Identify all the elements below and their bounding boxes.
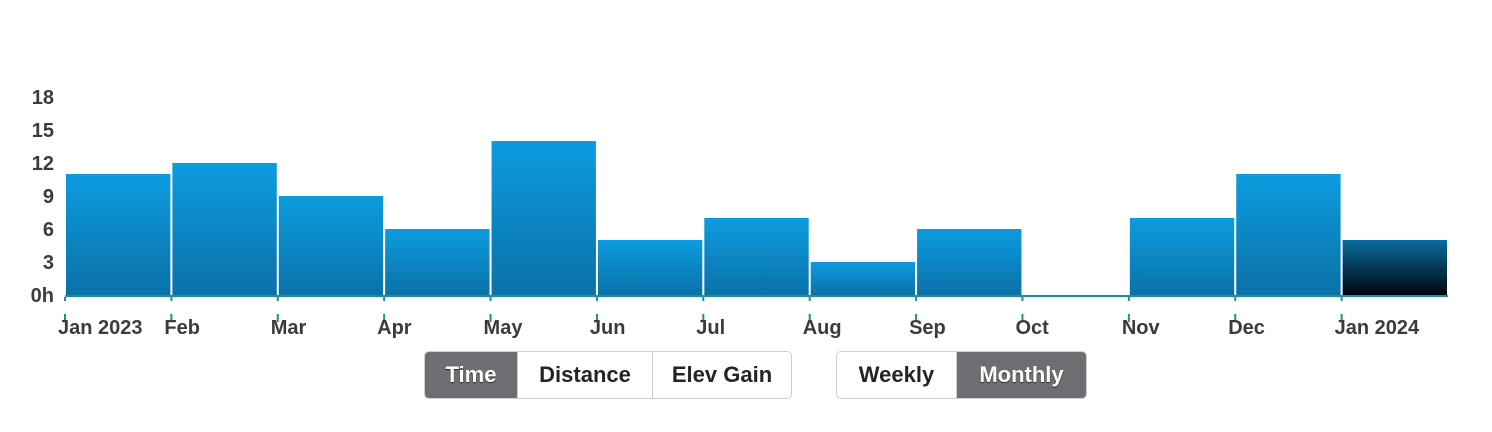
bar-apr[interactable] <box>385 229 490 295</box>
bar-jan-2024[interactable] <box>1342 240 1447 295</box>
bar-sep[interactable] <box>917 229 1022 295</box>
x-tick-label: Mar <box>271 317 307 339</box>
bar-jan-2023[interactable] <box>66 174 171 295</box>
x-tick-label: Jan 2024 <box>1335 317 1420 339</box>
monthly-option[interactable]: Monthly <box>956 352 1086 398</box>
chart-controls: Time Distance Elev Gain Weekly Monthly <box>0 351 1492 399</box>
x-tick-label: Jul <box>696 317 725 339</box>
distance-option[interactable]: Distance <box>517 352 652 398</box>
bar-feb[interactable] <box>172 163 277 295</box>
y-tick-label: 12 <box>32 153 54 175</box>
metric-toggle: Time Distance Elev Gain <box>424 351 792 399</box>
weekly-option[interactable]: Weekly <box>858 362 935 387</box>
x-tick-label: Jun <box>590 317 626 339</box>
bar-nov[interactable] <box>1129 218 1235 295</box>
x-tick-label: Apr <box>377 317 412 339</box>
y-tick-label: 0h <box>31 285 54 307</box>
bar-aug[interactable] <box>810 262 916 295</box>
bar-mar[interactable] <box>278 196 384 295</box>
x-tick-label: Jan 2023 <box>58 317 143 339</box>
bar-jun[interactable] <box>597 240 703 295</box>
x-tick-label: Dec <box>1228 317 1265 339</box>
monthly-activity-chart: 0h 3 6 9 12 15 18 Jan 2023 Feb Mar Apr May Jun Jul Au… <box>31 87 1448 339</box>
x-tick-label: Sep <box>909 317 946 339</box>
y-tick-label: 18 <box>32 87 54 109</box>
x-tick-label: May <box>484 317 524 339</box>
x-tick-label: Feb <box>164 317 200 339</box>
y-tick-label: 9 <box>43 186 54 208</box>
x-tick-label: Aug <box>803 317 842 339</box>
y-tick-label: 6 <box>43 219 54 241</box>
bars <box>65 141 1448 297</box>
period-toggle: Weekly Monthly <box>836 351 1087 399</box>
x-tick-label: Nov <box>1122 317 1161 339</box>
x-axis: Jan 2023 Feb Mar Apr May Jun Jul Aug Sep Oct Nov De… <box>58 297 1420 339</box>
y-axis: 0h 3 6 9 12 15 18 <box>31 87 54 307</box>
y-tick-label: 3 <box>43 252 54 274</box>
x-tick-label: Oct <box>1015 317 1049 339</box>
bar-may[interactable] <box>491 141 596 295</box>
time-option[interactable]: Time <box>425 352 517 398</box>
bar-jul[interactable] <box>704 218 809 295</box>
y-tick-label: 15 <box>32 120 54 142</box>
elev-gain-option[interactable]: Elev Gain <box>652 352 791 398</box>
bar-dec[interactable] <box>1236 174 1341 295</box>
